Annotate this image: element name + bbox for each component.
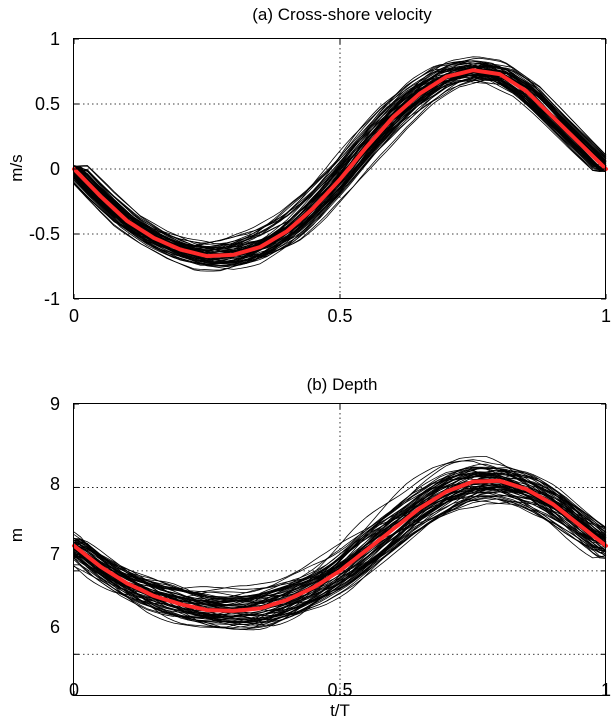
panel-b-ensemble-line xyxy=(73,495,607,623)
panel-a-ytick-label: -0.5 xyxy=(29,224,60,244)
panel-a-xtick-label: 0 xyxy=(69,306,79,326)
panel-b-xlabel: t/T xyxy=(330,701,350,720)
panel-a-ytick-labels: 1 0.5 0 -0.5 -1 xyxy=(29,29,60,309)
panel-b-ensemble-line xyxy=(73,489,607,628)
panel-a: (a) Cross-shore velocity 1 0.5 0 -0.5 -1… xyxy=(7,5,611,326)
panel-a-ytick-label: 0 xyxy=(50,159,60,179)
panel-b-ensemble-line xyxy=(73,497,607,630)
panel-b-ensemble-line xyxy=(73,475,607,604)
panel-a-ytick-label: 0.5 xyxy=(35,94,60,114)
panel-a-ensemble-line xyxy=(73,72,607,264)
panel-b-ylabel: m xyxy=(7,528,26,542)
panel-a-ensemble-line xyxy=(73,64,607,249)
panel-b: (b) Depth 9 8 7 6 0 0.5 1 m t/T xyxy=(7,375,611,720)
panel-b-xtick-label: 0 xyxy=(69,680,79,700)
panel-b-ensemble-line xyxy=(73,497,607,619)
panel-b-xtick-labels: 0 0.5 1 xyxy=(69,680,611,700)
panel-b-ticks xyxy=(73,403,607,696)
panel-a-ylabel: m/s xyxy=(7,154,26,181)
panel-b-ytick-labels: 9 8 7 6 xyxy=(50,394,60,637)
panel-b-ensemble-line xyxy=(73,470,607,611)
panel-b-ytick-label: 7 xyxy=(50,544,60,564)
panel-b-mean xyxy=(72,478,608,613)
panel-b-ytick-label: 8 xyxy=(50,474,60,494)
panel-a-xtick-label: 1 xyxy=(601,306,611,326)
panel-a-title: (a) Cross-shore velocity xyxy=(252,5,432,24)
panel-a-ensemble-line xyxy=(73,73,607,264)
panel-a-ytick-label: -1 xyxy=(44,289,60,309)
panel-b-ensemble-line xyxy=(73,480,607,619)
panel-b-ensemble-line xyxy=(73,487,607,608)
panel-b-ensemble-line xyxy=(73,467,607,606)
panel-a-ticks xyxy=(73,38,607,300)
panel-b-ensemble-line xyxy=(74,500,607,612)
panel-b-ytick-label: 9 xyxy=(50,394,60,414)
panel-a-xtick-labels: 0 0.5 1 xyxy=(69,306,611,326)
panel-b-xtick-label: 1 xyxy=(601,680,611,700)
panel-b-ytick-label: 6 xyxy=(50,617,60,637)
panel-a-ensemble-line xyxy=(73,73,607,272)
panel-b-xtick-label: 0.5 xyxy=(327,680,352,700)
panel-a-mean xyxy=(72,68,608,259)
panel-a-mean-line xyxy=(72,68,608,259)
panel-a-xtick-label: 0.5 xyxy=(327,306,352,326)
panel-a-ensemble-line xyxy=(74,69,607,257)
panel-b-ensemble-line xyxy=(73,466,607,599)
panel-a-ytick-label: 1 xyxy=(50,29,60,49)
panel-b-mean-line xyxy=(72,478,608,613)
panel-b-title: (b) Depth xyxy=(307,375,378,394)
